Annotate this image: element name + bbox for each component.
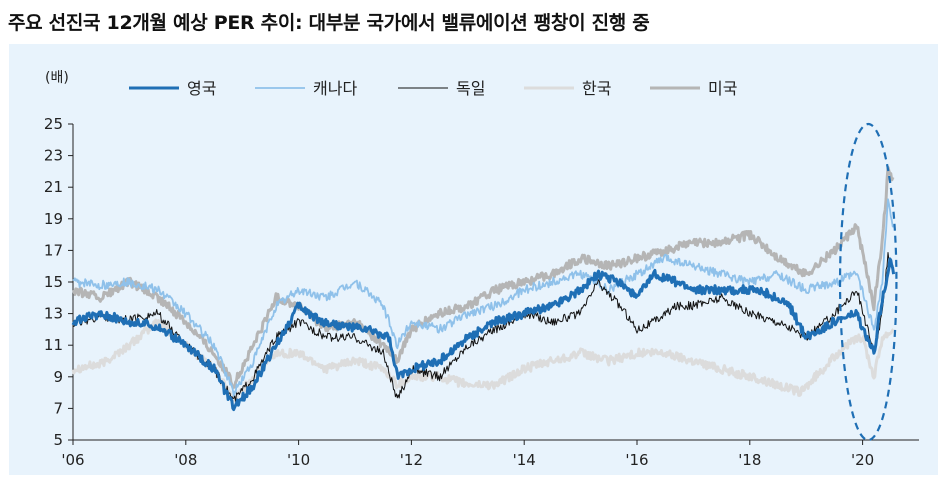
chart-area: (배) 영국 캐나다 독일 한국 미국 5 7 9 11 13 15 17 19 21 23 25 '06 '…	[9, 44, 938, 475]
y-tick-label: 25	[44, 115, 63, 133]
series-group	[71, 165, 896, 412]
x-axis: '06 '08 '10 '12 '14 '16 '18 '20	[61, 439, 919, 469]
x-tick-label: '18	[738, 451, 761, 469]
x-tick-label: '14	[513, 451, 536, 469]
x-tick-label: '16	[625, 451, 648, 469]
chart-title: 주요 선진국 12개월 예상 PER 추이: 대부분 국가에서 밸류에이션 팽창…	[8, 12, 650, 34]
y-tick-label: 17	[44, 241, 63, 259]
x-tick-label: '08	[174, 451, 197, 469]
legend: 영국 캐나다 독일 한국 미국	[129, 79, 737, 98]
legend-label-1: 영국	[187, 79, 216, 98]
y-tick-label: 13	[44, 305, 63, 323]
y-tick-label: 9	[53, 368, 63, 386]
legend-label-5: 미국	[708, 79, 737, 98]
y-axis-unit-label: (배)	[45, 70, 69, 86]
x-tick-label: '12	[400, 451, 423, 469]
series-line-5	[72, 165, 895, 389]
x-tick-label: '10	[287, 451, 310, 469]
x-tick-label: '20	[851, 451, 874, 469]
title-bar: 주요 선진국 12개월 예상 PER 추이: 대부분 국가에서 밸류에이션 팽창…	[0, 0, 947, 44]
y-tick-label: 7	[53, 399, 63, 417]
legend-label-2: 캐나다	[313, 79, 357, 98]
y-tick-label: 21	[44, 178, 63, 196]
x-tick-label: '06	[61, 451, 84, 469]
legend-label-3: 독일	[456, 79, 485, 98]
series-line-2	[72, 198, 894, 397]
y-tick-label: 11	[44, 336, 63, 354]
y-axis: 5 7 9 11 13 15 17 19 21 23 25	[44, 115, 74, 449]
legend-label-4: 한국	[582, 79, 611, 98]
annotation-group	[838, 122, 898, 442]
y-tick-label: 5	[53, 431, 63, 449]
series-line-1	[71, 257, 896, 412]
y-tick-label: 19	[44, 210, 63, 228]
series-line-3	[72, 252, 895, 402]
y-tick-label: 15	[44, 273, 63, 291]
y-tick-label: 23	[44, 147, 63, 165]
highlight-ellipse	[838, 122, 898, 442]
